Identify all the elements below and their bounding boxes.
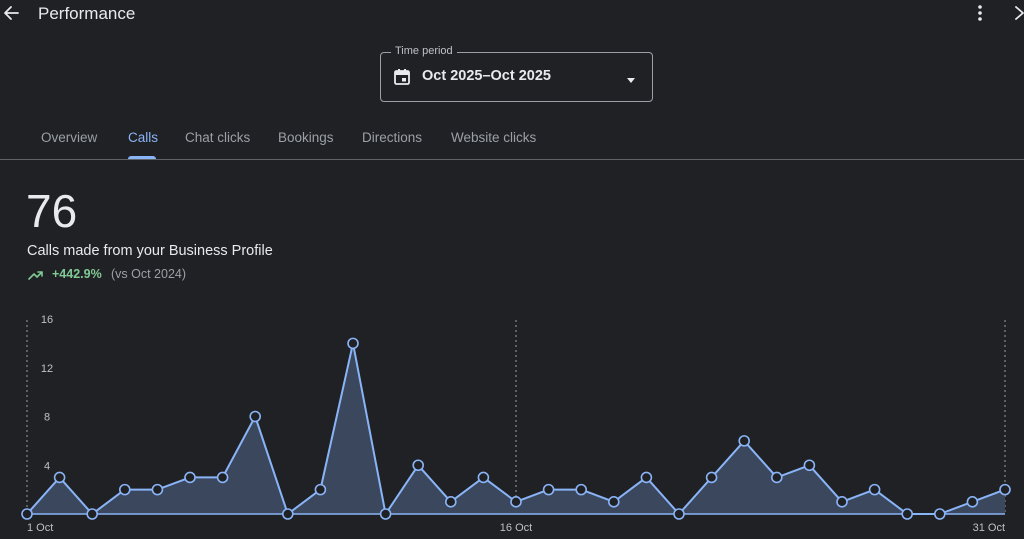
- metric-tabs: Overview Calls Chat clicks Bookings Dire…: [0, 120, 1024, 160]
- y-tick-label: 16: [41, 314, 53, 326]
- data-point: [705, 471, 718, 484]
- trending-up-icon: [28, 268, 44, 280]
- tab-chat-clicks[interactable]: Chat clicks: [185, 130, 251, 145]
- series-area: [27, 343, 1005, 514]
- data-point: [477, 471, 490, 484]
- close-icon[interactable]: [1012, 4, 1024, 22]
- data-point: [53, 471, 66, 484]
- metric-change: +442.9%: [52, 267, 102, 281]
- dropdown-arrow-icon: [625, 72, 637, 83]
- tab-calls[interactable]: Calls: [128, 130, 159, 145]
- data-point: [216, 471, 229, 484]
- calls-chart: 4 8 12 16 1 Oct 16 Oct 31 Oct: [21, 314, 1011, 534]
- tab-website-clicks[interactable]: Website clicks: [451, 130, 537, 145]
- top-bar: Performance: [0, 0, 1024, 28]
- time-period-select[interactable]: Time period Oct 2025–Oct 2025: [380, 45, 653, 102]
- y-tick-label: 4: [44, 460, 50, 472]
- data-point: [575, 483, 588, 496]
- data-point: [379, 508, 392, 520]
- data-point: [673, 508, 685, 520]
- data-point: [640, 471, 653, 484]
- data-point: [999, 483, 1011, 496]
- data-point: [281, 508, 294, 520]
- data-point: [412, 459, 425, 472]
- y-tick-label: 8: [44, 412, 50, 424]
- more-vert-icon[interactable]: [972, 4, 988, 22]
- x-tick-label: 31 Oct: [973, 522, 1005, 534]
- tab-directions[interactable]: Directions: [362, 130, 423, 145]
- page-title: Performance: [38, 4, 136, 23]
- time-period-label: Time period: [391, 45, 457, 57]
- data-point: [836, 496, 848, 508]
- data-point: [901, 508, 914, 520]
- data-point: [933, 508, 946, 520]
- back-arrow-icon[interactable]: [2, 4, 20, 22]
- metric-description: Calls made from your Business Profile: [27, 243, 273, 259]
- metric-comparison: (vs Oct 2024): [111, 267, 187, 281]
- data-point: [184, 471, 196, 484]
- data-point: [803, 459, 816, 472]
- data-point: [607, 496, 620, 508]
- x-tick-label: 1 Oct: [27, 522, 53, 534]
- data-point: [314, 483, 327, 496]
- data-point: [249, 410, 261, 423]
- data-point: [770, 471, 783, 484]
- tab-bookings[interactable]: Bookings: [278, 130, 334, 145]
- data-point: [86, 508, 98, 520]
- data-point: [510, 496, 522, 508]
- time-period-value: Oct 2025–Oct 2025: [422, 68, 551, 84]
- data-point: [868, 483, 881, 496]
- data-point: [542, 483, 555, 496]
- data-point: [119, 483, 131, 496]
- x-tick-label: 16 Oct: [500, 522, 532, 534]
- data-point: [444, 496, 457, 508]
- active-tab-indicator: [128, 156, 156, 159]
- data-point: [21, 508, 33, 520]
- data-point: [966, 496, 979, 508]
- calendar-icon: [393, 68, 411, 86]
- y-tick-label: 12: [41, 363, 53, 375]
- metric-value: 76: [26, 185, 78, 237]
- data-point: [738, 435, 751, 447]
- data-point: [151, 483, 164, 496]
- data-point: [347, 337, 359, 350]
- tab-overview[interactable]: Overview: [41, 130, 98, 145]
